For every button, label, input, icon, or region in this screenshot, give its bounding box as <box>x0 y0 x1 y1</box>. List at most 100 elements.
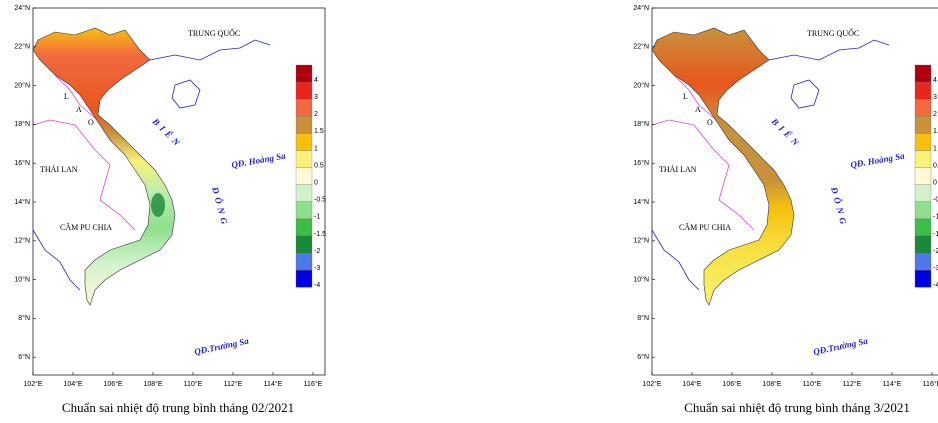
map-caption: Chuẩn sai nhiệt độ trung bình tháng 02/2… <box>62 400 294 415</box>
legend-swatch <box>915 270 931 287</box>
legend-label: -0.5 <box>933 197 938 204</box>
legend-label: 0 <box>933 180 937 187</box>
legend-label: 3 <box>314 94 318 101</box>
sea-label: ĐÔNG <box>829 185 850 229</box>
legend-swatch <box>296 82 312 99</box>
legend-swatch <box>296 219 312 236</box>
legend-swatch <box>915 116 931 133</box>
legend-label: -2 <box>314 248 320 255</box>
lat-tick-label: 16°N <box>14 159 30 167</box>
legend-swatch <box>915 99 931 116</box>
country-label: L <box>683 92 688 101</box>
legend-swatch <box>915 168 931 185</box>
lon-tick-label: 106°E <box>103 380 122 388</box>
legend-label: -0.5 <box>314 197 326 204</box>
country-label: A <box>76 105 82 114</box>
legend-swatch <box>915 185 931 202</box>
legend-label: 0.5 <box>314 162 324 169</box>
lon-tick-label: 110°E <box>184 380 203 388</box>
lat-tick-label: 14°N <box>633 198 649 206</box>
lat-tick-label: 14°N <box>14 198 30 206</box>
country-label: THÁI LAN <box>659 164 697 174</box>
legend-label: 4 <box>314 77 318 84</box>
lon-tick-label: 108°E <box>143 380 162 388</box>
legend-label: -1.5 <box>933 231 938 238</box>
lat-tick-label: 24°N <box>14 4 30 12</box>
lon-tick-label: 112°E <box>224 380 243 388</box>
legend-swatch <box>296 151 312 168</box>
lon-tick-label: 104°E <box>682 380 701 388</box>
legend-label: -1 <box>933 214 938 221</box>
country-label: CĂM PU CHIA <box>679 223 731 232</box>
legend-label: 1.5 <box>314 128 324 135</box>
legend-swatch <box>296 168 312 185</box>
lat-tick-label: 16°N <box>633 159 649 167</box>
legend-swatch <box>296 116 312 133</box>
legend-swatch <box>915 202 931 219</box>
legend-swatch <box>296 133 312 150</box>
lat-tick-label: 10°N <box>633 275 649 283</box>
lat-tick-label: 20°N <box>633 81 649 89</box>
legend-swatch <box>296 202 312 219</box>
country-label: O <box>707 118 713 127</box>
legend-swatch <box>915 65 931 82</box>
lon-tick-label: 116°E <box>923 380 938 388</box>
legend-swatch <box>915 253 931 270</box>
country-label: TRUNG QUỐC <box>188 28 240 38</box>
lat-tick-label: 12°N <box>633 237 649 245</box>
legend-swatch <box>915 219 931 236</box>
legend-swatch <box>296 236 312 253</box>
anomaly-patch <box>151 193 165 217</box>
legend-label: 2 <box>933 111 937 118</box>
lat-tick-label: 22°N <box>633 43 649 51</box>
lon-tick-label: 106°E <box>722 380 741 388</box>
legend-swatch <box>296 185 312 202</box>
legend-label: -4 <box>933 282 938 289</box>
legend-label: -2 <box>933 248 938 255</box>
country-label: O <box>88 118 94 127</box>
map-panel: 24°N22°N20°N18°N16°N14°N12°N10°N8°N6°N10… <box>633 4 938 415</box>
sea-label: BIỂN <box>150 116 185 151</box>
legend-swatch <box>296 253 312 270</box>
maps: 24°N22°N20°N18°N16°N14°N12°N10°N8°N6°N10… <box>0 0 938 423</box>
legend-label: 1 <box>933 145 937 152</box>
lat-tick-label: 12°N <box>14 237 30 245</box>
lat-tick-label: 6°N <box>18 353 30 361</box>
legend-swatch <box>296 270 312 287</box>
island-label: QĐ.Trường Sa <box>193 336 250 357</box>
lat-tick-label: 20°N <box>14 81 30 89</box>
map-panel: 24°N22°N20°N18°N16°N14°N12°N10°N8°N6°N10… <box>14 4 326 415</box>
lon-tick-label: 110°E <box>803 380 822 388</box>
country-label: L <box>64 92 69 101</box>
legend-label: 2 <box>314 111 318 118</box>
legend-label: -1.5 <box>314 231 326 238</box>
sea-label: ĐÔNG <box>210 185 231 229</box>
legend-label: -4 <box>314 282 320 289</box>
lon-tick-label: 102°E <box>642 380 661 388</box>
legend-swatch <box>915 133 931 150</box>
legend-swatch <box>296 65 312 82</box>
lon-tick-label: 116°E <box>304 380 323 388</box>
legend-label: 1 <box>314 145 318 152</box>
legend-label: 0 <box>314 180 318 187</box>
country-label: TRUNG QUỐC <box>807 28 859 38</box>
lon-tick-label: 102°E <box>23 380 42 388</box>
legend-label: 1.5 <box>933 128 938 135</box>
legend-swatch <box>915 151 931 168</box>
legend-swatch <box>915 236 931 253</box>
lon-tick-label: 114°E <box>264 380 283 388</box>
legend-label: -3 <box>933 265 938 272</box>
lat-tick-label: 22°N <box>14 43 30 51</box>
country-label: A <box>695 105 701 114</box>
island-label: QĐ. Hoàng Sa <box>231 151 287 170</box>
legend-swatch <box>296 99 312 116</box>
lon-tick-label: 108°E <box>762 380 781 388</box>
legend-label: -1 <box>314 214 320 221</box>
lon-tick-label: 112°E <box>843 380 862 388</box>
legend-label: 0.5 <box>933 162 938 169</box>
legend-swatch <box>915 82 931 99</box>
sea-label: BIỂN <box>769 116 804 151</box>
lat-tick-label: 8°N <box>637 314 649 322</box>
island-label: QĐ.Trường Sa <box>812 336 869 357</box>
island-label: QĐ. Hoàng Sa <box>850 151 906 170</box>
